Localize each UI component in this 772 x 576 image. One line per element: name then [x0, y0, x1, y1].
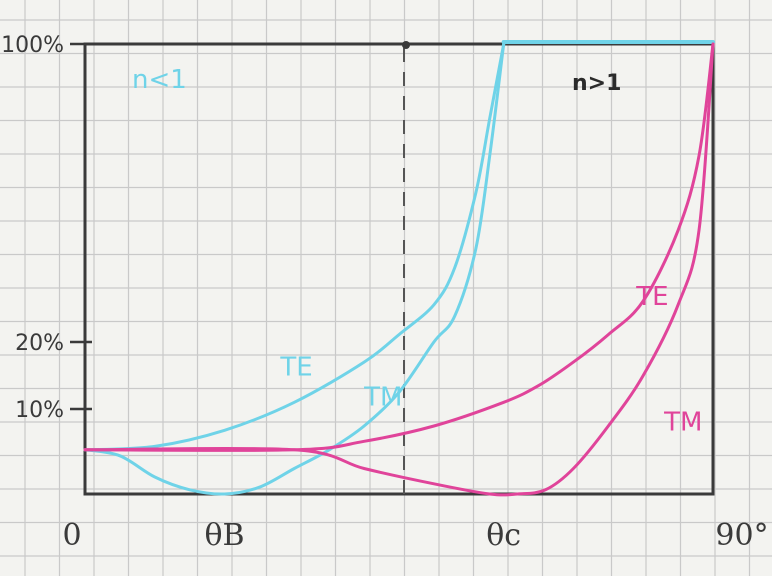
series-line-n-lt-1-te	[83, 42, 506, 452]
plot-border	[83, 42, 715, 496]
label-layer: TE TM TE TM n<1 n>1 10% 20% 100% 0 θB θc 90°	[1, 33, 769, 553]
series-line-n-gt-1-tm	[83, 42, 715, 497]
series-label-n-lt-1-tm: TM	[363, 383, 402, 413]
x-tick-label: θB	[205, 518, 245, 553]
series-line-n-gt-1-te	[83, 42, 715, 452]
y-tick-label: 10%	[15, 398, 64, 423]
annotation-right-region: n>1	[572, 71, 621, 96]
plot-frame	[83, 41, 715, 496]
series-layer	[83, 40, 715, 497]
series-line-n-lt-1-tm	[83, 42, 506, 496]
x-tick-label: 90°	[715, 518, 768, 553]
annotation-left-region: n<1	[132, 65, 187, 95]
series-label-n-gt-1-te: TE	[635, 282, 668, 312]
series-label-n-lt-1-te: TE	[279, 353, 312, 383]
y-tick-label: 100%	[1, 33, 64, 58]
critical-angle-marker	[402, 41, 410, 49]
y-tick-label: 20%	[15, 331, 64, 356]
x-tick-label: 0	[62, 518, 81, 553]
series-label-n-gt-1-tm: TM	[663, 407, 702, 437]
x-tick-label: θc	[486, 518, 521, 553]
